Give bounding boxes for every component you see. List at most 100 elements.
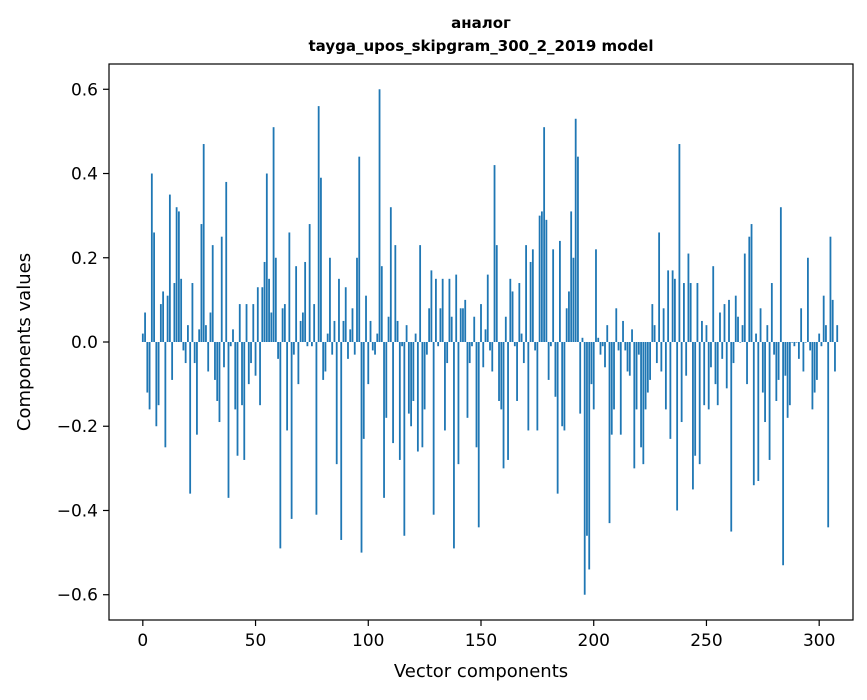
bar-51 — [256, 287, 259, 342]
bar-172 — [529, 261, 532, 342]
bar-72 — [304, 261, 307, 342]
bar-292 — [800, 308, 803, 342]
bar-151 — [482, 342, 485, 368]
bar-21 — [189, 342, 192, 494]
bar-74 — [308, 224, 311, 342]
bar-148 — [475, 342, 478, 448]
bar-71 — [301, 312, 304, 342]
bar-33 — [216, 342, 219, 401]
bar-277 — [766, 325, 769, 342]
bar-186 — [561, 342, 564, 427]
bar-269 — [748, 236, 751, 342]
bar-245 — [694, 342, 697, 456]
bar-132 — [439, 308, 442, 342]
bar-176 — [538, 215, 541, 342]
bar-63 — [283, 304, 286, 342]
bar-127 — [428, 308, 431, 342]
bar-110 — [389, 207, 392, 342]
bar-188 — [565, 308, 568, 342]
bar-208 — [610, 342, 613, 435]
bar-288 — [791, 342, 794, 343]
bar-28 — [205, 325, 207, 342]
bar-79 — [320, 177, 322, 342]
bar-16 — [177, 211, 180, 342]
bar-89 — [342, 320, 345, 342]
bar-159 — [500, 342, 503, 410]
bar-304 — [827, 342, 830, 528]
bar-182 — [552, 249, 555, 342]
bar-8 — [159, 304, 162, 342]
chart-title: аналог — [451, 14, 511, 32]
x-tick-label-100: 100 — [352, 631, 384, 651]
bar-78 — [317, 106, 320, 343]
bar-88 — [340, 342, 343, 540]
bar-302 — [822, 295, 825, 342]
bar-157 — [495, 245, 498, 342]
bar-17 — [180, 278, 183, 342]
bar-133 — [441, 278, 444, 342]
bar-134 — [444, 342, 446, 431]
bar-239 — [680, 342, 683, 423]
y-tick-label-6: 0.6 — [71, 80, 98, 100]
x-tick-label-250: 250 — [690, 631, 722, 651]
bar-183 — [554, 342, 557, 397]
bar-84 — [331, 342, 334, 355]
bar-86 — [335, 342, 338, 465]
bar-235 — [671, 270, 674, 342]
bar-241 — [685, 342, 688, 376]
bar-138 — [453, 342, 455, 549]
bar-128 — [430, 270, 433, 342]
bar-142 — [462, 308, 464, 342]
bar-145 — [468, 342, 471, 364]
bar-275 — [761, 342, 764, 393]
bar-281 — [775, 342, 778, 401]
bar-289 — [793, 342, 796, 347]
bar-150 — [480, 304, 482, 342]
bar-6 — [155, 342, 158, 427]
bar-85 — [333, 320, 336, 342]
bar-34 — [218, 342, 221, 423]
bar-200 — [592, 342, 595, 410]
bar-227 — [653, 325, 656, 342]
bar-246 — [696, 283, 699, 342]
bar-222 — [642, 342, 645, 465]
bar-152 — [484, 329, 487, 342]
bar-143 — [464, 299, 467, 342]
bar-27 — [202, 144, 205, 342]
bar-22 — [191, 283, 194, 342]
x-tick-label-200: 200 — [578, 631, 610, 651]
bar-144 — [466, 342, 469, 418]
bar-303 — [825, 325, 827, 342]
bar-273 — [757, 342, 760, 481]
bar-9 — [162, 291, 165, 342]
bar-45 — [243, 342, 246, 460]
bar-167 — [518, 283, 521, 342]
bar-29 — [207, 342, 210, 372]
bar-308 — [836, 325, 839, 342]
bar-65 — [288, 232, 291, 342]
bar-195 — [581, 337, 584, 342]
bar-116 — [403, 342, 406, 536]
bar-217 — [631, 329, 633, 342]
bar-279 — [770, 283, 773, 342]
x-tick-label-50: 50 — [245, 631, 267, 651]
bar-270 — [750, 224, 753, 342]
chart-subtitle: tayga_upos_skipgram_300_2_2019 model — [309, 37, 654, 55]
bar-228 — [655, 342, 658, 364]
bar-37 — [225, 181, 228, 342]
bar-7 — [157, 342, 160, 406]
bar-202 — [597, 337, 600, 342]
bar-30 — [209, 312, 212, 342]
bar-214 — [624, 342, 627, 351]
bar-36 — [223, 342, 225, 368]
bar-131 — [437, 342, 440, 347]
x-tick-label-300: 300 — [803, 631, 835, 651]
bar-158 — [498, 342, 500, 401]
bar-242 — [687, 253, 690, 342]
bar-207 — [608, 342, 611, 524]
bar-102 — [371, 342, 374, 351]
bar-120 — [412, 342, 415, 401]
bar-266 — [741, 325, 744, 342]
bar-299 — [816, 342, 818, 380]
